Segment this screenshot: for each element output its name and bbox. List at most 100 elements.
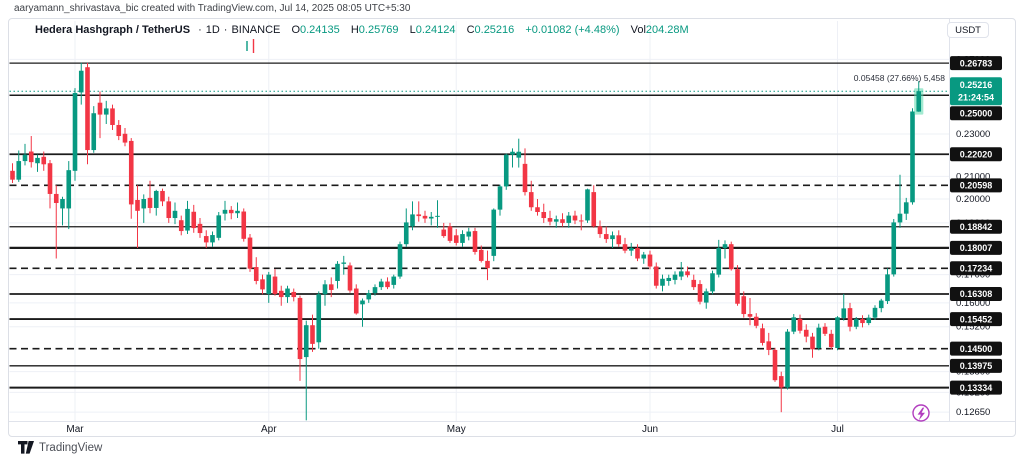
candle-apr-28[interactable] <box>435 200 440 228</box>
candle-may-31[interactable] <box>641 251 647 264</box>
candle-apr-6[interactable] <box>297 295 303 381</box>
candle-jun-17[interactable] <box>747 297 753 326</box>
candle-mar-9[interactable] <box>122 127 128 147</box>
candle-jul-5[interactable] <box>860 315 865 328</box>
candle-mar-1[interactable] <box>72 88 78 181</box>
candle-jun-26[interactable] <box>803 324 809 343</box>
candle-mar-10[interactable] <box>128 138 134 219</box>
candle-may-17[interactable] <box>553 215 559 228</box>
candle-may-18[interactable] <box>560 213 565 227</box>
candle-jul-10[interactable] <box>891 218 897 277</box>
candle-may-9[interactable] <box>503 153 509 190</box>
candle-apr-22[interactable] <box>397 241 403 279</box>
candle-jul-11[interactable] <box>897 174 903 228</box>
candle-apr-10[interactable] <box>322 280 328 306</box>
candle-apr-9[interactable] <box>316 291 322 349</box>
candle-feb-21[interactable] <box>22 143 28 166</box>
candle-may-5[interactable] <box>478 245 484 263</box>
candle-mar-19[interactable] <box>185 200 190 235</box>
candle-jun-28[interactable] <box>816 323 822 351</box>
candle-mar-28[interactable] <box>241 208 247 242</box>
candle-feb-27[interactable] <box>60 196 65 226</box>
candle-mar-16[interactable] <box>166 196 172 223</box>
candle-jun-14[interactable] <box>728 241 734 271</box>
candle-jun-22[interactable] <box>778 371 784 413</box>
candle-feb-19[interactable] <box>10 163 15 184</box>
candle-mar-7[interactable] <box>110 104 115 130</box>
lightning-boost-button[interactable] <box>912 404 930 422</box>
candle-jun-7[interactable] <box>685 266 690 278</box>
candle-jun-4[interactable] <box>666 274 672 286</box>
candle-jun-23[interactable] <box>785 329 790 390</box>
candle-jul-9[interactable] <box>885 268 890 305</box>
candle-jul-13[interactable] <box>910 108 915 205</box>
candle-may-26[interactable] <box>610 231 615 249</box>
candlestick-series[interactable] <box>10 62 924 421</box>
candle-mar-2[interactable] <box>78 62 84 105</box>
candle-may-30[interactable] <box>635 244 640 262</box>
candle-jul-12[interactable] <box>903 197 909 220</box>
candle-jun-21[interactable] <box>772 348 778 382</box>
candle-feb-22[interactable] <box>28 136 34 168</box>
candle-jun-12[interactable] <box>716 239 722 278</box>
candle-mar-4[interactable] <box>91 106 97 153</box>
candle-jun-13[interactable] <box>722 240 728 259</box>
candle-mar-13[interactable] <box>147 180 153 214</box>
candle-jul-14[interactable] <box>916 81 922 112</box>
candle-may-13[interactable] <box>528 180 534 211</box>
candle-apr-14[interactable] <box>347 262 353 293</box>
candle-may-16[interactable] <box>547 210 553 226</box>
candle-may-20[interactable] <box>572 210 578 225</box>
candle-may-25[interactable] <box>603 226 609 243</box>
candle-jun-19[interactable] <box>760 323 765 346</box>
time-axis[interactable]: Mar Apr May Jun Jul <box>66 424 844 435</box>
candle-jun-10[interactable] <box>703 288 709 309</box>
candle-jun-6[interactable] <box>678 261 684 281</box>
candle-jun-18[interactable] <box>753 313 759 329</box>
candle-feb-20[interactable] <box>16 150 22 182</box>
candle-jun-11[interactable] <box>710 270 715 295</box>
candle-mar-25[interactable] <box>222 200 228 221</box>
candle-apr-21[interactable] <box>391 274 397 289</box>
chart-plot-area[interactable]: 0.05458 (27.66%) 5,4580.270000.230000.21… <box>9 19 1015 436</box>
candle-apr-16[interactable] <box>360 298 365 327</box>
candle-apr-25[interactable] <box>416 201 422 222</box>
candle-jul-3[interactable] <box>847 302 853 332</box>
candle-may-19[interactable] <box>566 212 572 228</box>
candle-feb-24[interactable] <box>41 151 47 171</box>
candle-apr-24[interactable] <box>410 201 415 231</box>
price-axis[interactable]: 0.270000.230000.210000.200000.190000.170… <box>950 54 1002 418</box>
candle-mar-11[interactable] <box>135 185 140 249</box>
candle-apr-17[interactable] <box>366 289 372 303</box>
candle-feb-23[interactable] <box>35 154 40 172</box>
candle-mar-5[interactable] <box>97 91 103 139</box>
candle-apr-12[interactable] <box>335 261 340 289</box>
candle-may-1[interactable] <box>453 229 459 246</box>
candle-mar-8[interactable] <box>116 120 122 141</box>
candle-jul-7[interactable] <box>872 305 878 321</box>
candle-may-3[interactable] <box>466 227 472 241</box>
candle-jul-1[interactable] <box>835 316 840 351</box>
candle-jul-2[interactable] <box>841 293 847 321</box>
candle-apr-20[interactable] <box>385 277 390 290</box>
candle-apr-13[interactable] <box>341 255 347 275</box>
candle-jul-6[interactable] <box>866 314 872 326</box>
candle-apr-30[interactable] <box>447 222 453 243</box>
candle-mar-15[interactable] <box>160 188 165 207</box>
candle-may-27[interactable] <box>616 230 622 247</box>
candle-may-10[interactable] <box>510 148 515 168</box>
candle-apr-27[interactable] <box>428 212 434 226</box>
candle-apr-5[interactable] <box>291 288 297 302</box>
candle-mar-14[interactable] <box>153 189 159 216</box>
candle-may-15[interactable] <box>541 203 547 223</box>
candle-mar-26[interactable] <box>228 206 234 220</box>
candle-apr-1[interactable] <box>266 271 272 303</box>
candle-apr-26[interactable] <box>422 210 428 223</box>
candle-may-14[interactable] <box>535 199 540 216</box>
candle-jul-8[interactable] <box>878 298 884 313</box>
candle-may-22[interactable] <box>585 188 590 223</box>
candle-may-11[interactable] <box>516 138 522 168</box>
candle-mar-6[interactable] <box>103 100 109 124</box>
candle-apr-3[interactable] <box>278 285 284 306</box>
candle-mar-21[interactable] <box>197 218 203 238</box>
